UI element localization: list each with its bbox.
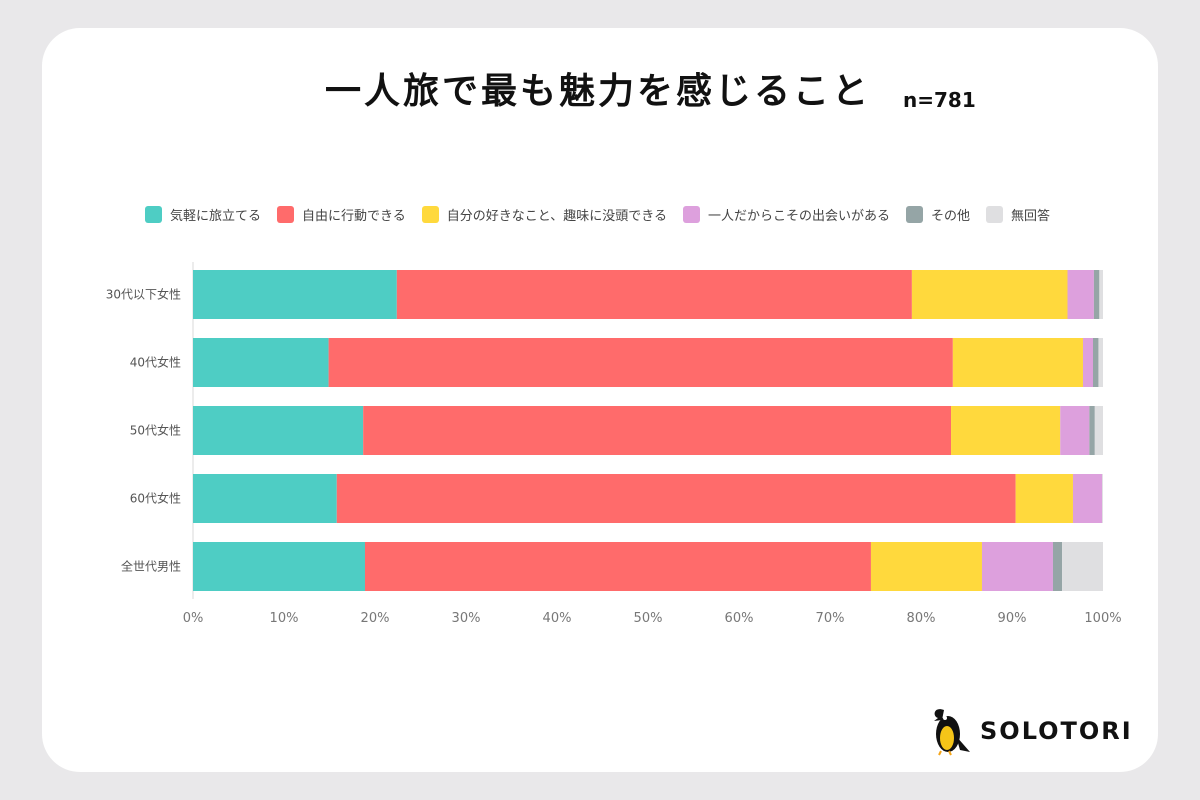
chart-title: 一人旅で最も魅力を感じること <box>325 71 872 112</box>
bar-segment-other-row-5 <box>1052 542 1063 591</box>
legend-swatch-encounters <box>683 206 700 223</box>
bar-segment-free-action-row-1 <box>396 270 912 319</box>
bar-segment-free-action-row-2 <box>328 338 953 387</box>
legend-label-other: その他 <box>931 209 971 224</box>
legend-label-hobbies: 自分の好きなこと、趣味に没頭できる <box>446 209 667 224</box>
x-tick-label-1: 10% <box>270 611 299 626</box>
legend-swatch-free-action <box>277 206 295 223</box>
x-tick-label-5: 50% <box>634 611 663 626</box>
bar-segment-easy-departure-row-3 <box>193 406 364 455</box>
x-tick-label-9: 90% <box>998 611 1027 626</box>
bar-segment-hobbies-row-5 <box>870 542 982 591</box>
brand-logo: SOLOTORI <box>930 706 1133 756</box>
legend-label-encounters: 一人だからこその出会いがある <box>708 209 891 224</box>
category-label-row-5: 全世代男性 <box>121 559 181 574</box>
chart-legend: 気軽に旅立てる 自由に行動できる 自分の好きなこと、趣味に没頭できる 一人だから… <box>145 205 1066 224</box>
bar-segment-no-answer-row-2 <box>1098 338 1103 387</box>
x-tick-label-7: 70% <box>816 611 845 626</box>
bar-segment-hobbies-row-4 <box>1015 474 1073 523</box>
x-tick-label-4: 40% <box>543 611 572 626</box>
legend-label-free-action: 自由に行動できる <box>302 209 406 224</box>
chart-card <box>42 28 1158 772</box>
penguin-bird-icon <box>934 709 970 756</box>
bar-segment-free-action-row-4 <box>336 474 1016 523</box>
x-tick-label-8: 80% <box>907 611 936 626</box>
legend-item-no-answer: 無回答 <box>986 205 1050 224</box>
legend-swatch-other <box>906 206 924 223</box>
bar-segment-no-answer-row-1 <box>1099 270 1103 319</box>
legend-item-hobbies: 自分の好きなこと、趣味に没頭できる <box>421 205 667 224</box>
category-label-row-3: 50代女性 <box>130 423 181 438</box>
bar-segment-encounters-row-1 <box>1067 270 1094 319</box>
brand-name: SOLOTORI <box>980 717 1133 745</box>
x-tick-label-3: 30% <box>452 611 481 626</box>
bar-segment-easy-departure-row-1 <box>193 270 397 319</box>
legend-item-other: その他 <box>906 205 970 224</box>
category-label-row-4: 60代女性 <box>130 491 181 506</box>
bar-segment-encounters-row-4 <box>1072 474 1103 523</box>
bar-segment-no-answer-row-4 <box>1102 474 1103 523</box>
x-tick-label-10: 100% <box>1084 611 1121 626</box>
bar-segment-other-row-1 <box>1093 270 1100 319</box>
sample-size: n=781 <box>903 88 976 112</box>
bar-segment-other-row-2 <box>1092 338 1099 387</box>
bar-segment-no-answer-row-5 <box>1062 542 1103 591</box>
bar-segment-hobbies-row-3 <box>951 406 1061 455</box>
bar-segment-no-answer-row-3 <box>1094 406 1103 455</box>
x-tick-label-6: 60% <box>725 611 754 626</box>
category-label-row-2: 40代女性 <box>130 355 181 370</box>
bar-segment-hobbies-row-2 <box>952 338 1083 387</box>
legend-label-no-answer: 無回答 <box>1011 209 1051 224</box>
bar-segment-easy-departure-row-5 <box>193 542 365 591</box>
bar-segment-free-action-row-3 <box>363 406 952 455</box>
bar-segment-easy-departure-row-2 <box>193 338 329 387</box>
legend-swatch-hobbies <box>421 206 439 223</box>
category-label-row-1: 30代以下女性 <box>106 287 181 302</box>
bar-segment-hobbies-row-1 <box>911 270 1068 319</box>
legend-label-easy-departure: 気軽に旅立てる <box>170 209 262 224</box>
bar-segment-other-row-3 <box>1089 406 1095 455</box>
bar-segment-encounters-row-2 <box>1082 338 1093 387</box>
bar-segment-easy-departure-row-4 <box>193 474 337 523</box>
legend-swatch-no-answer <box>986 206 1004 223</box>
bar-segment-free-action-row-5 <box>364 542 871 591</box>
bar-segment-encounters-row-5 <box>981 542 1053 591</box>
legend-swatch-easy-departure <box>145 206 162 223</box>
bar-segment-encounters-row-3 <box>1060 406 1090 455</box>
legend-item-free-action: 自由に行動できる <box>277 205 406 224</box>
x-tick-label-0: 0% <box>183 611 204 626</box>
x-tick-label-2: 20% <box>361 611 390 626</box>
legend-item-easy-departure: 気軽に旅立てる <box>145 205 261 224</box>
legend-item-encounters: 一人だからこその出会いがある <box>683 205 890 224</box>
